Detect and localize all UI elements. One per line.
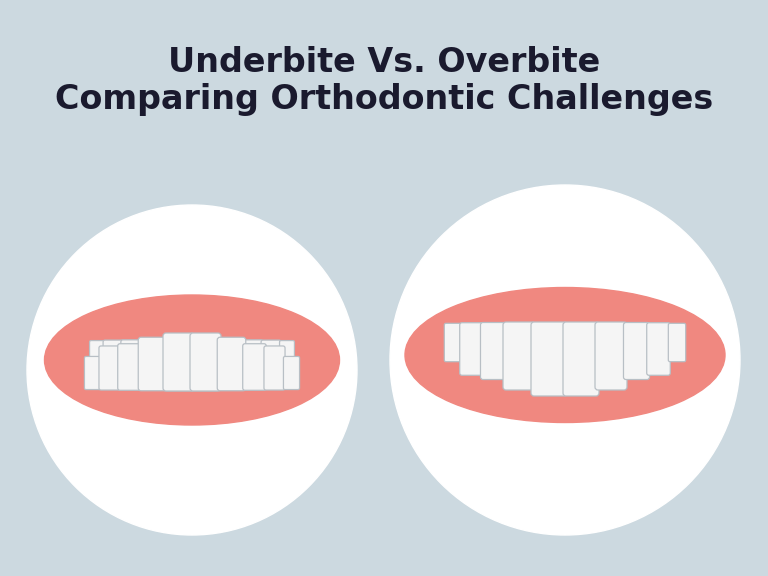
FancyBboxPatch shape bbox=[531, 322, 567, 396]
FancyBboxPatch shape bbox=[470, 350, 483, 374]
FancyBboxPatch shape bbox=[190, 333, 221, 391]
FancyBboxPatch shape bbox=[138, 337, 167, 391]
Circle shape bbox=[390, 185, 740, 535]
FancyBboxPatch shape bbox=[668, 323, 686, 362]
FancyBboxPatch shape bbox=[564, 332, 591, 376]
FancyBboxPatch shape bbox=[518, 335, 542, 376]
FancyBboxPatch shape bbox=[217, 337, 246, 391]
FancyBboxPatch shape bbox=[264, 346, 285, 390]
FancyBboxPatch shape bbox=[280, 340, 294, 372]
FancyBboxPatch shape bbox=[283, 357, 300, 389]
Ellipse shape bbox=[45, 295, 339, 425]
FancyBboxPatch shape bbox=[499, 339, 520, 375]
FancyBboxPatch shape bbox=[243, 344, 266, 391]
FancyBboxPatch shape bbox=[647, 323, 670, 376]
FancyBboxPatch shape bbox=[629, 341, 647, 375]
FancyBboxPatch shape bbox=[241, 340, 263, 382]
FancyBboxPatch shape bbox=[610, 339, 631, 375]
FancyBboxPatch shape bbox=[503, 322, 535, 390]
FancyBboxPatch shape bbox=[217, 339, 243, 389]
FancyBboxPatch shape bbox=[588, 335, 612, 376]
FancyBboxPatch shape bbox=[563, 322, 599, 396]
FancyBboxPatch shape bbox=[90, 340, 104, 372]
FancyBboxPatch shape bbox=[624, 323, 650, 380]
Text: Underbite Vs. Overbite: Underbite Vs. Overbite bbox=[168, 46, 600, 78]
FancyBboxPatch shape bbox=[163, 333, 194, 391]
FancyBboxPatch shape bbox=[103, 340, 123, 380]
FancyBboxPatch shape bbox=[595, 322, 627, 390]
FancyBboxPatch shape bbox=[481, 323, 507, 380]
FancyBboxPatch shape bbox=[460, 323, 483, 376]
Ellipse shape bbox=[405, 287, 725, 423]
FancyBboxPatch shape bbox=[482, 341, 501, 375]
FancyBboxPatch shape bbox=[539, 332, 567, 376]
FancyBboxPatch shape bbox=[84, 357, 101, 389]
FancyBboxPatch shape bbox=[647, 350, 660, 374]
FancyBboxPatch shape bbox=[99, 346, 120, 390]
FancyBboxPatch shape bbox=[118, 344, 141, 391]
Circle shape bbox=[27, 205, 357, 535]
FancyBboxPatch shape bbox=[141, 339, 167, 389]
FancyBboxPatch shape bbox=[121, 340, 143, 382]
FancyBboxPatch shape bbox=[164, 339, 194, 391]
FancyBboxPatch shape bbox=[261, 340, 281, 380]
Text: Comparing Orthodontic Challenges: Comparing Orthodontic Challenges bbox=[55, 84, 713, 116]
FancyBboxPatch shape bbox=[445, 323, 462, 362]
FancyBboxPatch shape bbox=[190, 339, 220, 391]
